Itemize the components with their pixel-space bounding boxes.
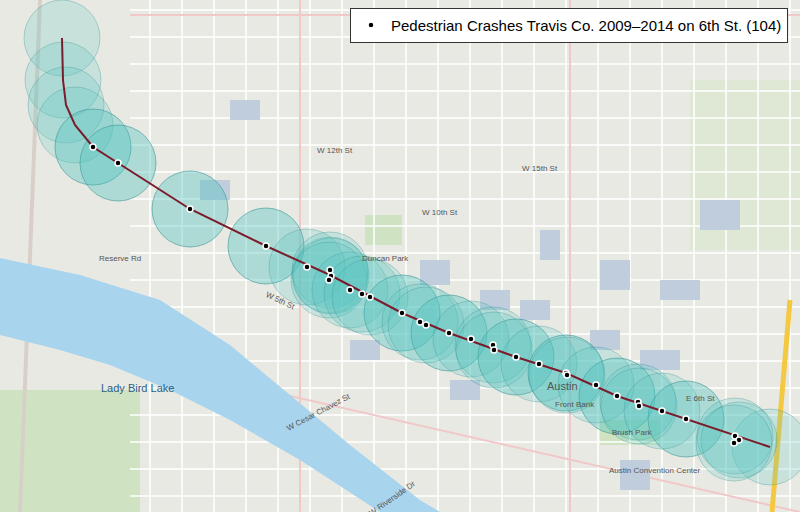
svg-text:W 10th St: W 10th St (422, 208, 458, 217)
svg-text:W Riverside Dr: W Riverside Dr (368, 479, 417, 512)
svg-text:Lady Bird Lake: Lady Bird Lake (101, 382, 174, 394)
svg-text:Duncan Park: Duncan Park (362, 254, 409, 263)
svg-text:Austin Convention Center: Austin Convention Center (609, 466, 701, 475)
svg-text:Austin: Austin (547, 380, 578, 392)
svg-text:W Cesar Chavez St: W Cesar Chavez St (285, 392, 352, 433)
svg-text:Pedestrian Crashes Travis Co.: Pedestrian Crashes Travis Co. 2009–2014 … (391, 17, 781, 34)
svg-text:W 12th St: W 12th St (317, 146, 353, 155)
svg-text:Front Bank: Front Bank (555, 400, 595, 409)
svg-text:W 15th St: W 15th St (522, 164, 558, 173)
svg-text:E 6th St: E 6th St (686, 394, 715, 403)
svg-text:Brush Park: Brush Park (612, 428, 653, 437)
svg-text:Reserve Rd: Reserve Rd (99, 254, 141, 263)
svg-text:W 5th St: W 5th St (264, 290, 296, 311)
